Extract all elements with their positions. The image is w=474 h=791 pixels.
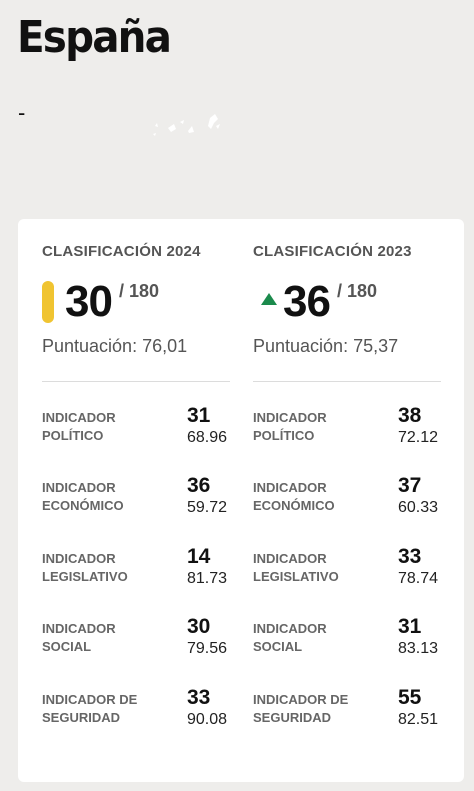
country-title: España	[17, 12, 172, 63]
up-triangle-icon	[261, 293, 277, 305]
indicator-label: INDICADOR DE SEGURIDAD	[42, 692, 138, 725]
ranking-2023-label: CLASIFICACIÓN 2023	[253, 243, 412, 260]
ranking-card: CLASIFICACIÓN 2024 30 / 180 Puntuación: …	[18, 219, 464, 782]
indicator-label: INDICADOR SOCIAL	[42, 621, 116, 654]
indicator-score: 59.72	[187, 499, 228, 516]
indicator-label: INDICADOR POLÍTICO	[253, 410, 327, 443]
indicator-label: INDICADOR DE SEGURIDAD	[253, 692, 349, 725]
ranking-2023-score: Puntuación: 75,37	[253, 336, 399, 356]
indicator-row: INDICADOR POLÍTICO 38 72.12	[253, 403, 441, 453]
indicator-rank: 55	[398, 686, 422, 709]
divider	[253, 381, 441, 382]
indicator-label: INDICADOR ECONÓMICO	[253, 480, 335, 513]
indicator-score: 78.74	[398, 570, 439, 587]
indicator-row: INDICADOR DE SEGURIDAD 55 82.51	[253, 685, 441, 735]
indicator-rank: 37	[398, 474, 422, 497]
indicator-row: INDICADOR SOCIAL 30 79.56	[42, 614, 230, 664]
indicator-label: INDICADOR LEGISLATIVO	[42, 551, 128, 584]
indicator-score: 68.96	[187, 429, 228, 446]
indicator-label: INDICADOR ECONÓMICO	[42, 480, 124, 513]
ranking-2024-rank-row: 30 / 180	[42, 277, 230, 327]
indicator-score: 60.33	[398, 499, 439, 516]
indicator-score: 72.12	[398, 429, 439, 446]
indicator-rank: 36	[187, 474, 211, 497]
indicator-rank: 38	[398, 404, 422, 427]
indicator-score: 81.73	[187, 570, 228, 587]
indicator-score: 82.51	[398, 711, 439, 728]
indicator-rank: 31	[187, 404, 211, 427]
indicator-row: INDICADOR LEGISLATIVO 14 81.73	[42, 544, 230, 594]
indicator-rank: 31	[398, 615, 422, 638]
ranking-2023-rank-row: 36 / 180	[253, 277, 441, 327]
indicator-label: INDICADOR SOCIAL	[253, 621, 327, 654]
indicator-row: INDICADOR DE SEGURIDAD 33 90.08	[42, 685, 230, 735]
indicator-row: INDICADOR SOCIAL 31 83.13	[253, 614, 441, 664]
ranking-2023-rank: 36	[283, 277, 331, 326]
indicator-label: INDICADOR POLÍTICO	[42, 410, 116, 443]
divider	[42, 381, 230, 382]
indicator-rank: 33	[398, 545, 422, 568]
country-subtitle: -	[18, 100, 26, 125]
ranking-2023-total: / 180	[337, 281, 378, 301]
indicator-row: INDICADOR LEGISLATIVO 33 78.74	[253, 544, 441, 594]
status-bar-icon	[42, 281, 54, 323]
indicator-row: INDICADOR ECONÓMICO 37 60.33	[253, 473, 441, 523]
indicator-row: INDICADOR POLÍTICO 31 68.96	[42, 403, 230, 453]
ranking-2024-score: Puntuación: 76,01	[42, 336, 188, 356]
indicator-row: INDICADOR ECONÓMICO 36 59.72	[42, 473, 230, 523]
indicator-score: 79.56	[187, 640, 228, 657]
ranking-2024-total: / 180	[119, 281, 160, 301]
indicator-score: 83.13	[398, 640, 439, 657]
ranking-2024-label: CLASIFICACIÓN 2024	[42, 243, 201, 260]
indicator-score: 90.08	[187, 711, 228, 728]
indicator-rank: 14	[187, 545, 211, 568]
indicator-rank: 33	[187, 686, 211, 709]
ranking-2024-rank: 30	[65, 277, 113, 326]
canary-islands-map-icon	[153, 114, 220, 136]
indicator-rank: 30	[187, 615, 211, 638]
indicator-label: INDICADOR LEGISLATIVO	[253, 551, 339, 584]
